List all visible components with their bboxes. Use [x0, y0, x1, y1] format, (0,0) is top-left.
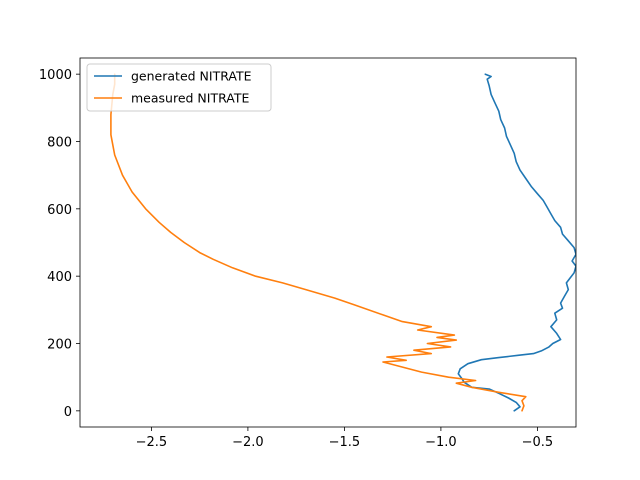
- legend: generated NITRATE measured NITRATE: [86, 63, 272, 112]
- y-tick-label: 400: [47, 270, 72, 285]
- plot-area: [110, 73, 576, 412]
- y-tick-label: 0: [64, 405, 72, 420]
- y-tick-label: 1000: [39, 68, 72, 83]
- x-tick-label: −2.5: [136, 435, 168, 450]
- legend-box: [86, 63, 272, 112]
- x-tick-label: −0.5: [522, 435, 554, 450]
- x-tick-label: −2.0: [232, 435, 264, 450]
- y-tick-label: 600: [47, 203, 72, 218]
- legend-label-generated-nitrate: generated NITRATE: [131, 69, 252, 84]
- y-tick-label: 800: [47, 135, 72, 150]
- series-line-measured-nitrate: [110, 73, 527, 412]
- axes-frame: [79, 57, 577, 428]
- legend-label-measured-nitrate: measured NITRATE: [131, 91, 249, 106]
- x-tick-label: −1.5: [329, 435, 361, 450]
- x-tick-label: −1.0: [425, 435, 457, 450]
- x-axis: −2.5 −2.0 −1.5 −1.0 −0.5: [136, 427, 554, 450]
- series-line-generated-nitrate: [457, 73, 576, 412]
- y-axis: 0 200 400 600 800 1000: [39, 68, 80, 420]
- y-tick-label: 200: [47, 338, 72, 353]
